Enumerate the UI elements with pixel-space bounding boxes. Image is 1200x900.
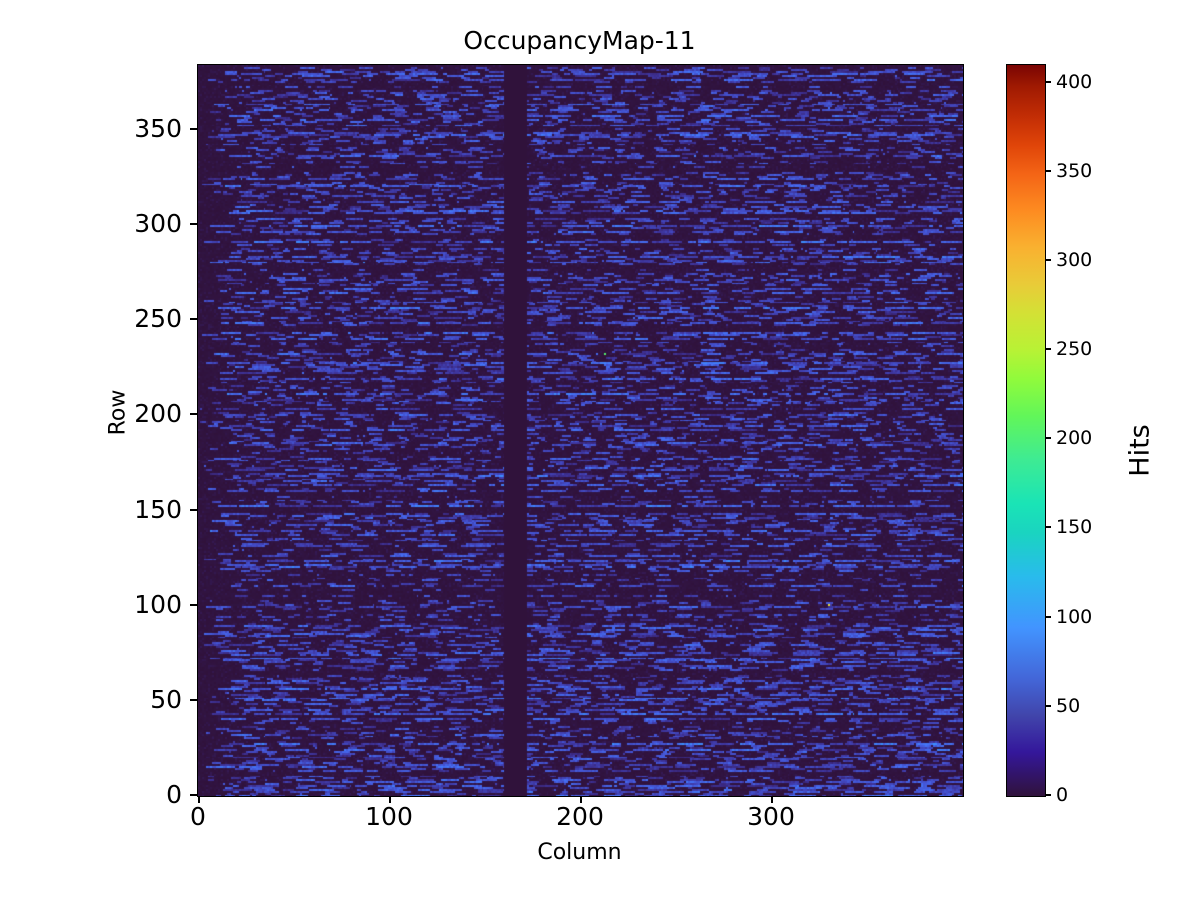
colorbar-tick-label-50: 50 <box>1056 695 1081 717</box>
xtick-label-200: 200 <box>556 802 604 831</box>
ytick-mark-0 <box>190 794 197 796</box>
xtick-label-300: 300 <box>747 802 795 831</box>
heatmap-axes[interactable] <box>197 64 964 797</box>
ytick-label-250: 250 <box>134 304 182 333</box>
ytick-label-300: 300 <box>134 209 182 238</box>
colorbar-tick-label-300: 300 <box>1056 249 1093 271</box>
occupancy-heatmap-image <box>198 65 963 796</box>
colorbar-tick-mark-300 <box>1045 259 1051 261</box>
ytick-mark-100 <box>190 604 197 606</box>
xtick-mark-300 <box>771 796 773 803</box>
ytick-mark-250 <box>190 318 197 320</box>
colorbar-tick-mark-350 <box>1045 170 1051 172</box>
ytick-label-200: 200 <box>134 399 182 428</box>
ytick-mark-350 <box>190 128 197 130</box>
y-axis-label: Row <box>105 389 131 436</box>
page-title: OccupancyMap-11 <box>463 26 696 55</box>
colorbar-tick-label-400: 400 <box>1056 71 1093 93</box>
colorbar-tick-label-150: 150 <box>1056 516 1093 538</box>
xtick-label-100: 100 <box>365 802 413 831</box>
xtick-mark-0 <box>198 796 200 803</box>
ytick-label-150: 150 <box>134 495 182 524</box>
colorbar-tick-label-200: 200 <box>1056 427 1093 449</box>
ytick-mark-50 <box>190 699 197 701</box>
colorbar-tick-mark-0 <box>1045 794 1051 796</box>
colorbar-tick-label-100: 100 <box>1056 606 1093 628</box>
colorbar[interactable] <box>1006 64 1046 797</box>
colorbar-tick-mark-250 <box>1045 348 1051 350</box>
xtick-mark-100 <box>389 796 391 803</box>
ytick-mark-300 <box>190 223 197 225</box>
colorbar-tick-mark-400 <box>1045 81 1051 83</box>
xtick-label-0: 0 <box>190 802 206 831</box>
colorbar-gradient <box>1007 65 1045 796</box>
ytick-label-0: 0 <box>166 780 182 809</box>
colorbar-tick-label-0: 0 <box>1056 784 1069 806</box>
colorbar-tick-mark-50 <box>1045 705 1051 707</box>
ytick-label-100: 100 <box>134 590 182 619</box>
colorbar-tick-label-250: 250 <box>1056 338 1093 360</box>
xtick-mark-200 <box>580 796 582 803</box>
colorbar-tick-mark-150 <box>1045 526 1051 528</box>
ytick-label-350: 350 <box>134 114 182 143</box>
ytick-label-50: 50 <box>150 685 182 714</box>
colorbar-tick-mark-100 <box>1045 616 1051 618</box>
ytick-mark-150 <box>190 509 197 511</box>
x-axis-label: Column <box>537 840 622 865</box>
colorbar-tick-label-350: 350 <box>1056 160 1093 182</box>
colorbar-label: Hits <box>1124 424 1156 477</box>
colorbar-tick-mark-200 <box>1045 437 1051 439</box>
ytick-mark-200 <box>190 413 197 415</box>
